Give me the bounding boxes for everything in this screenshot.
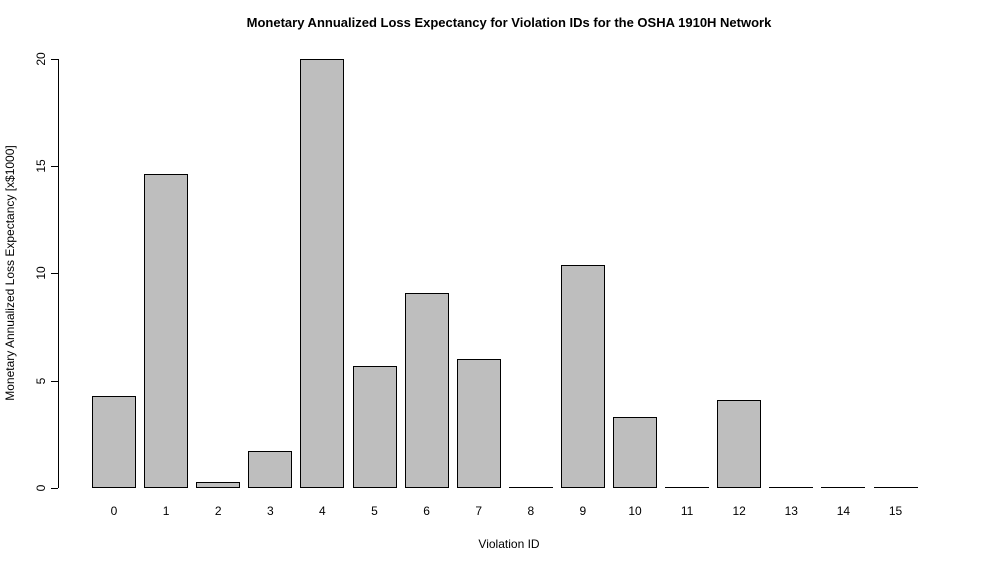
bar [717,399,762,488]
x-category-label: 10 [628,504,642,518]
y-tick-label: 0 [34,484,48,492]
x-category-label: 13 [784,504,798,518]
x-category-label: 0 [110,504,118,518]
bar [300,58,345,488]
y-tick [51,380,58,382]
x-category-label: 9 [579,504,587,518]
bar-zero-line [821,487,866,488]
y-tick [51,273,58,275]
x-category-label: 6 [423,504,430,518]
x-category-label: 15 [888,504,903,518]
x-category-label: 12 [732,504,746,518]
bar [196,481,241,488]
y-tick-label: 10 [34,266,48,280]
x-category-label: 4 [319,504,326,518]
y-tick-label: 5 [34,377,48,384]
y-tick-label: 15 [34,159,48,173]
bar [560,264,605,488]
bar [456,359,501,488]
bar-zero-line [508,486,553,488]
y-tick [51,165,58,167]
y-tick [51,58,58,60]
bar [248,451,293,488]
chart-title: Monetary Annualized Loss Expectancy for … [246,15,772,30]
x-category-label: 11 [680,504,694,518]
bar [144,174,189,488]
y-tick [51,488,58,489]
bar [613,417,657,488]
bar [404,292,449,488]
x-category-label: 14 [836,504,851,518]
bar-zero-line [769,487,814,488]
y-tick-label: 20 [34,51,48,66]
bar-zero-line [873,487,918,488]
x-category-label: 2 [214,504,222,518]
y-axis-label: Monetary Annualized Loss Expectancy [x$1… [3,145,17,401]
x-category-label: 5 [371,504,378,518]
bar [352,365,397,488]
x-category-label: 3 [266,504,274,518]
x-axis-label: Violation ID [478,537,540,551]
bar-zero-line [665,487,710,488]
bar [92,395,136,488]
x-category-label: 1 [162,504,170,518]
x-category-label: 8 [527,504,535,518]
x-category-label: 7 [475,504,483,518]
y-axis-line [58,58,59,488]
